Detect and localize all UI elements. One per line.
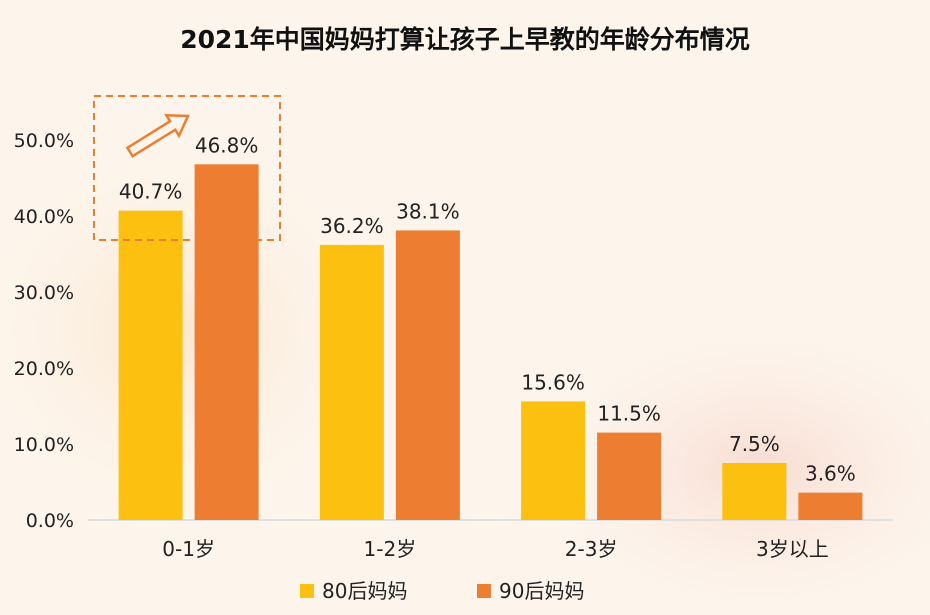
highlight-annotation bbox=[93, 95, 281, 241]
y-axis: 0.0% 10.0% 20.0% 30.0% 40.0% 50.0% bbox=[14, 130, 74, 532]
highlight-box bbox=[93, 95, 281, 241]
legend: 80后妈妈 90后妈妈 bbox=[300, 579, 584, 603]
legend-label: 90后妈妈 bbox=[499, 579, 584, 603]
legend-swatch bbox=[300, 584, 314, 598]
legend-label: 80后妈妈 bbox=[322, 579, 407, 603]
bar-post80-1 bbox=[319, 244, 384, 520]
bar-post90-0 bbox=[194, 164, 259, 520]
bar-post90-2 bbox=[597, 432, 662, 520]
bar-post90-1 bbox=[395, 230, 460, 520]
legend-swatch bbox=[477, 584, 491, 598]
bar-post80-3 bbox=[722, 463, 787, 520]
x-category-label: 3岁以上 bbox=[756, 537, 829, 561]
x-category-label: 1-2岁 bbox=[364, 537, 417, 561]
data-label: 7.5% bbox=[729, 432, 780, 456]
arrow-icon bbox=[125, 113, 190, 158]
y-tick-label: 10.0% bbox=[14, 434, 74, 456]
y-tick-label: 20.0% bbox=[14, 358, 74, 380]
data-label: 38.1% bbox=[396, 199, 460, 223]
data-label: 11.5% bbox=[597, 402, 661, 426]
y-tick-label: 30.0% bbox=[14, 282, 74, 304]
y-tick-label: 40.0% bbox=[14, 206, 74, 228]
y-tick-label: 0.0% bbox=[26, 510, 74, 532]
data-label: 36.2% bbox=[320, 214, 384, 238]
chart-title: 2021年中国妈妈打算让孩子上早教的年龄分布情况 bbox=[180, 25, 750, 54]
data-label: 40.7% bbox=[119, 180, 183, 204]
data-label: 3.6% bbox=[805, 462, 856, 486]
bar-post90-3 bbox=[798, 492, 863, 520]
data-label: 15.6% bbox=[521, 370, 585, 394]
x-category-label: 0-1岁 bbox=[162, 537, 215, 561]
bar-post80-0 bbox=[118, 210, 183, 520]
data-label: 46.8% bbox=[195, 133, 259, 157]
x-category-label: 2-3岁 bbox=[565, 537, 618, 561]
bar-post80-2 bbox=[521, 401, 586, 520]
bars bbox=[118, 164, 863, 520]
data-labels: 40.7% 46.8% 36.2% 38.1% 15.6% 11.5% 7.5% 3.6% bbox=[119, 133, 856, 485]
x-axis: 0-1岁 1-2岁 2-3岁 3岁以上 bbox=[162, 537, 828, 561]
y-tick-label: 50.0% bbox=[14, 130, 74, 152]
